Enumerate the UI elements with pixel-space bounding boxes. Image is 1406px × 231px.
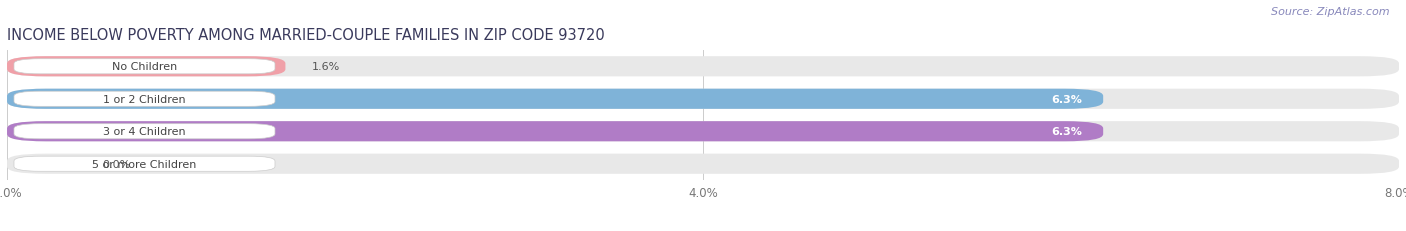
Text: Source: ZipAtlas.com: Source: ZipAtlas.com — [1271, 7, 1389, 17]
FancyBboxPatch shape — [7, 57, 1399, 77]
Text: INCOME BELOW POVERTY AMONG MARRIED-COUPLE FAMILIES IN ZIP CODE 93720: INCOME BELOW POVERTY AMONG MARRIED-COUPL… — [7, 28, 605, 43]
Text: No Children: No Children — [112, 62, 177, 72]
FancyBboxPatch shape — [14, 156, 276, 172]
FancyBboxPatch shape — [14, 59, 276, 75]
FancyBboxPatch shape — [7, 57, 285, 77]
Text: 6.3%: 6.3% — [1052, 94, 1083, 104]
FancyBboxPatch shape — [7, 154, 1399, 174]
FancyBboxPatch shape — [7, 89, 1104, 109]
Text: 6.3%: 6.3% — [1052, 127, 1083, 137]
FancyBboxPatch shape — [14, 124, 276, 139]
FancyBboxPatch shape — [7, 122, 1104, 142]
Text: 1 or 2 Children: 1 or 2 Children — [103, 94, 186, 104]
FancyBboxPatch shape — [14, 92, 276, 107]
Text: 5 or more Children: 5 or more Children — [93, 159, 197, 169]
Text: 3 or 4 Children: 3 or 4 Children — [103, 127, 186, 137]
Text: 1.6%: 1.6% — [312, 62, 340, 72]
Text: 0.0%: 0.0% — [103, 159, 131, 169]
FancyBboxPatch shape — [7, 122, 1399, 142]
FancyBboxPatch shape — [7, 89, 1399, 109]
